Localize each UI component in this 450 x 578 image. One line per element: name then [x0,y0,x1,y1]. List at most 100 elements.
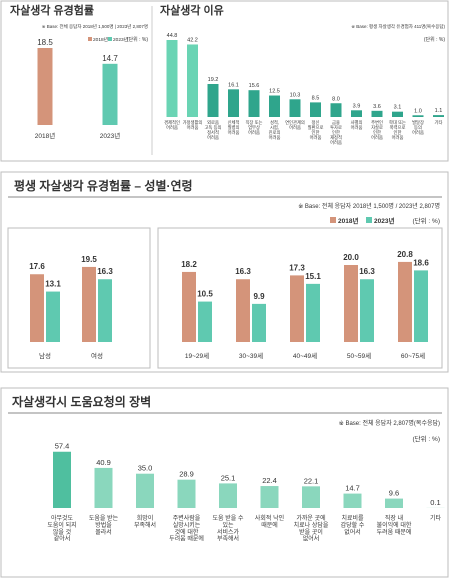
bar [166,40,178,117]
x-tick-label: 가정생활의 어려움 [183,119,203,131]
legend-swatch [330,217,336,223]
value-label: 13.1 [45,280,61,289]
legend-label: 2018년 [93,36,108,43]
x-tick-label: 2018년 [35,131,55,140]
value-label: 16.3 [359,267,375,276]
x-tick-label: 직장 내 불이익에 대한 두려움 때문에 [377,514,412,536]
bar [228,89,239,117]
x-tick-label: 정신 질환으로 인한 어려움 [308,119,324,141]
bar [46,291,60,342]
value-label: 3.1 [394,105,402,111]
unit: (단위 : %) [127,36,148,43]
bar [385,498,403,508]
bar [302,486,320,508]
x-tick-label: 연인관계의 어려움 [285,119,305,131]
value-label: 12.5 [269,89,280,95]
bar [306,283,320,342]
value-label: 40.9 [96,458,111,467]
value-label: 16.3 [235,267,251,276]
value-label: 22.1 [304,476,319,485]
bar [260,486,279,508]
bar [414,270,428,342]
value-label: 14.7 [102,54,118,63]
x-tick-label: 아무것도 도움이 되지 않을 것 같아서 [47,514,76,543]
x-tick-label: 도움 받을 수 있는 서비스가 부족해서 [213,514,244,543]
value-label: 15.1 [305,272,321,281]
bar [53,451,71,508]
unit: (단위 : %) [413,216,441,225]
x-tick-label: 금융 투자로 인한 재정적 어려움 [330,120,342,146]
bar [198,301,212,342]
value-label: 42.2 [187,37,198,43]
x-tick-label: 30~39세 [239,351,263,360]
value-label: 9.9 [253,292,265,301]
note: ※ Base: 평생 자살생각 유경험자 411명(복수응답) [351,23,445,30]
bar [330,103,342,117]
bar [412,115,424,117]
panel [0,171,449,373]
value-label: 18.6 [413,258,429,267]
x-tick-label: 사회적 낙인 때문에 [255,514,284,529]
bar [102,63,118,125]
panel [0,387,449,578]
value-label: 57.4 [55,442,70,451]
bar [351,110,362,117]
value-label: 8.0 [332,96,340,102]
note: ※ Base: 전체 응답자 2018년 1,500명 | 2023년 2,80… [42,23,148,30]
value-label: 20.8 [397,250,413,259]
chart-title: 자살생각시 도움요청의 장벽 [12,394,151,409]
x-tick-label: 60~75세 [401,351,425,360]
value-label: 16.3 [97,267,113,276]
bar [236,279,250,342]
unit: (단위 : %) [413,434,441,443]
x-tick-label: 주변사람을 실망시키는 것에 대한 두려움 때문에 [169,514,204,543]
note: ※ Base: 전체 응답자 2018년 1,500명 / 2023년 2,80… [298,202,440,210]
value-label: 18.2 [181,260,197,269]
value-label: 10.5 [197,290,213,299]
bar [344,265,358,342]
value-label: 0.1 [430,498,440,507]
x-tick-label: 치료비를 감당할 수 없어서 [341,514,365,536]
value-label: 19.5 [81,255,97,264]
unit: (단위 : %) [424,36,445,43]
x-tick-label: 여성 [91,351,103,360]
x-tick-label: 학대 또는 폭력으로 인한 어려움 [389,119,406,141]
x-tick-label: 성적, 시험, 진로의 어려움 [269,119,281,141]
legend-label: 2023년 [374,216,394,225]
bar [136,473,154,508]
bar [182,271,196,342]
bar [207,84,219,117]
x-tick-label: 19~29세 [185,351,209,360]
bar [248,90,260,117]
x-tick-label: 가까운 곳에 치료나 상담을 받을 곳이 없어서 [294,514,329,543]
bar [310,102,321,117]
value-label: 35.0 [138,464,153,473]
x-tick-label: 경제적인 어려움 [164,119,180,131]
value-label: 17.6 [29,262,45,271]
value-label: 3.6 [373,104,381,110]
legend-swatch [108,37,112,41]
legend-swatch [366,217,372,223]
chart-title: 평생 자살생각 유경험률 – 성별·연령 [14,178,193,193]
value-label: 19.2 [208,77,219,83]
bar [360,279,374,342]
bar [30,274,44,342]
bar [289,99,301,117]
legend-label: 2018년 [338,216,358,225]
value-label: 20.0 [343,253,359,262]
x-tick-label: 사별의 어려움 [351,119,363,131]
bar [37,48,53,125]
sub-panel [157,227,443,369]
value-label: 14.7 [345,484,360,493]
value-label: 16.1 [228,82,239,88]
bar [290,275,304,342]
value-label: 15.6 [249,83,260,89]
value-label: 3.9 [353,103,361,109]
panel [0,0,449,162]
value-label: 22.4 [262,476,277,485]
x-tick-label: 기타 [435,119,443,126]
bar [433,115,444,117]
x-tick-label: 발달장 등의 어려움 [412,119,424,136]
sub-panel [7,227,151,369]
